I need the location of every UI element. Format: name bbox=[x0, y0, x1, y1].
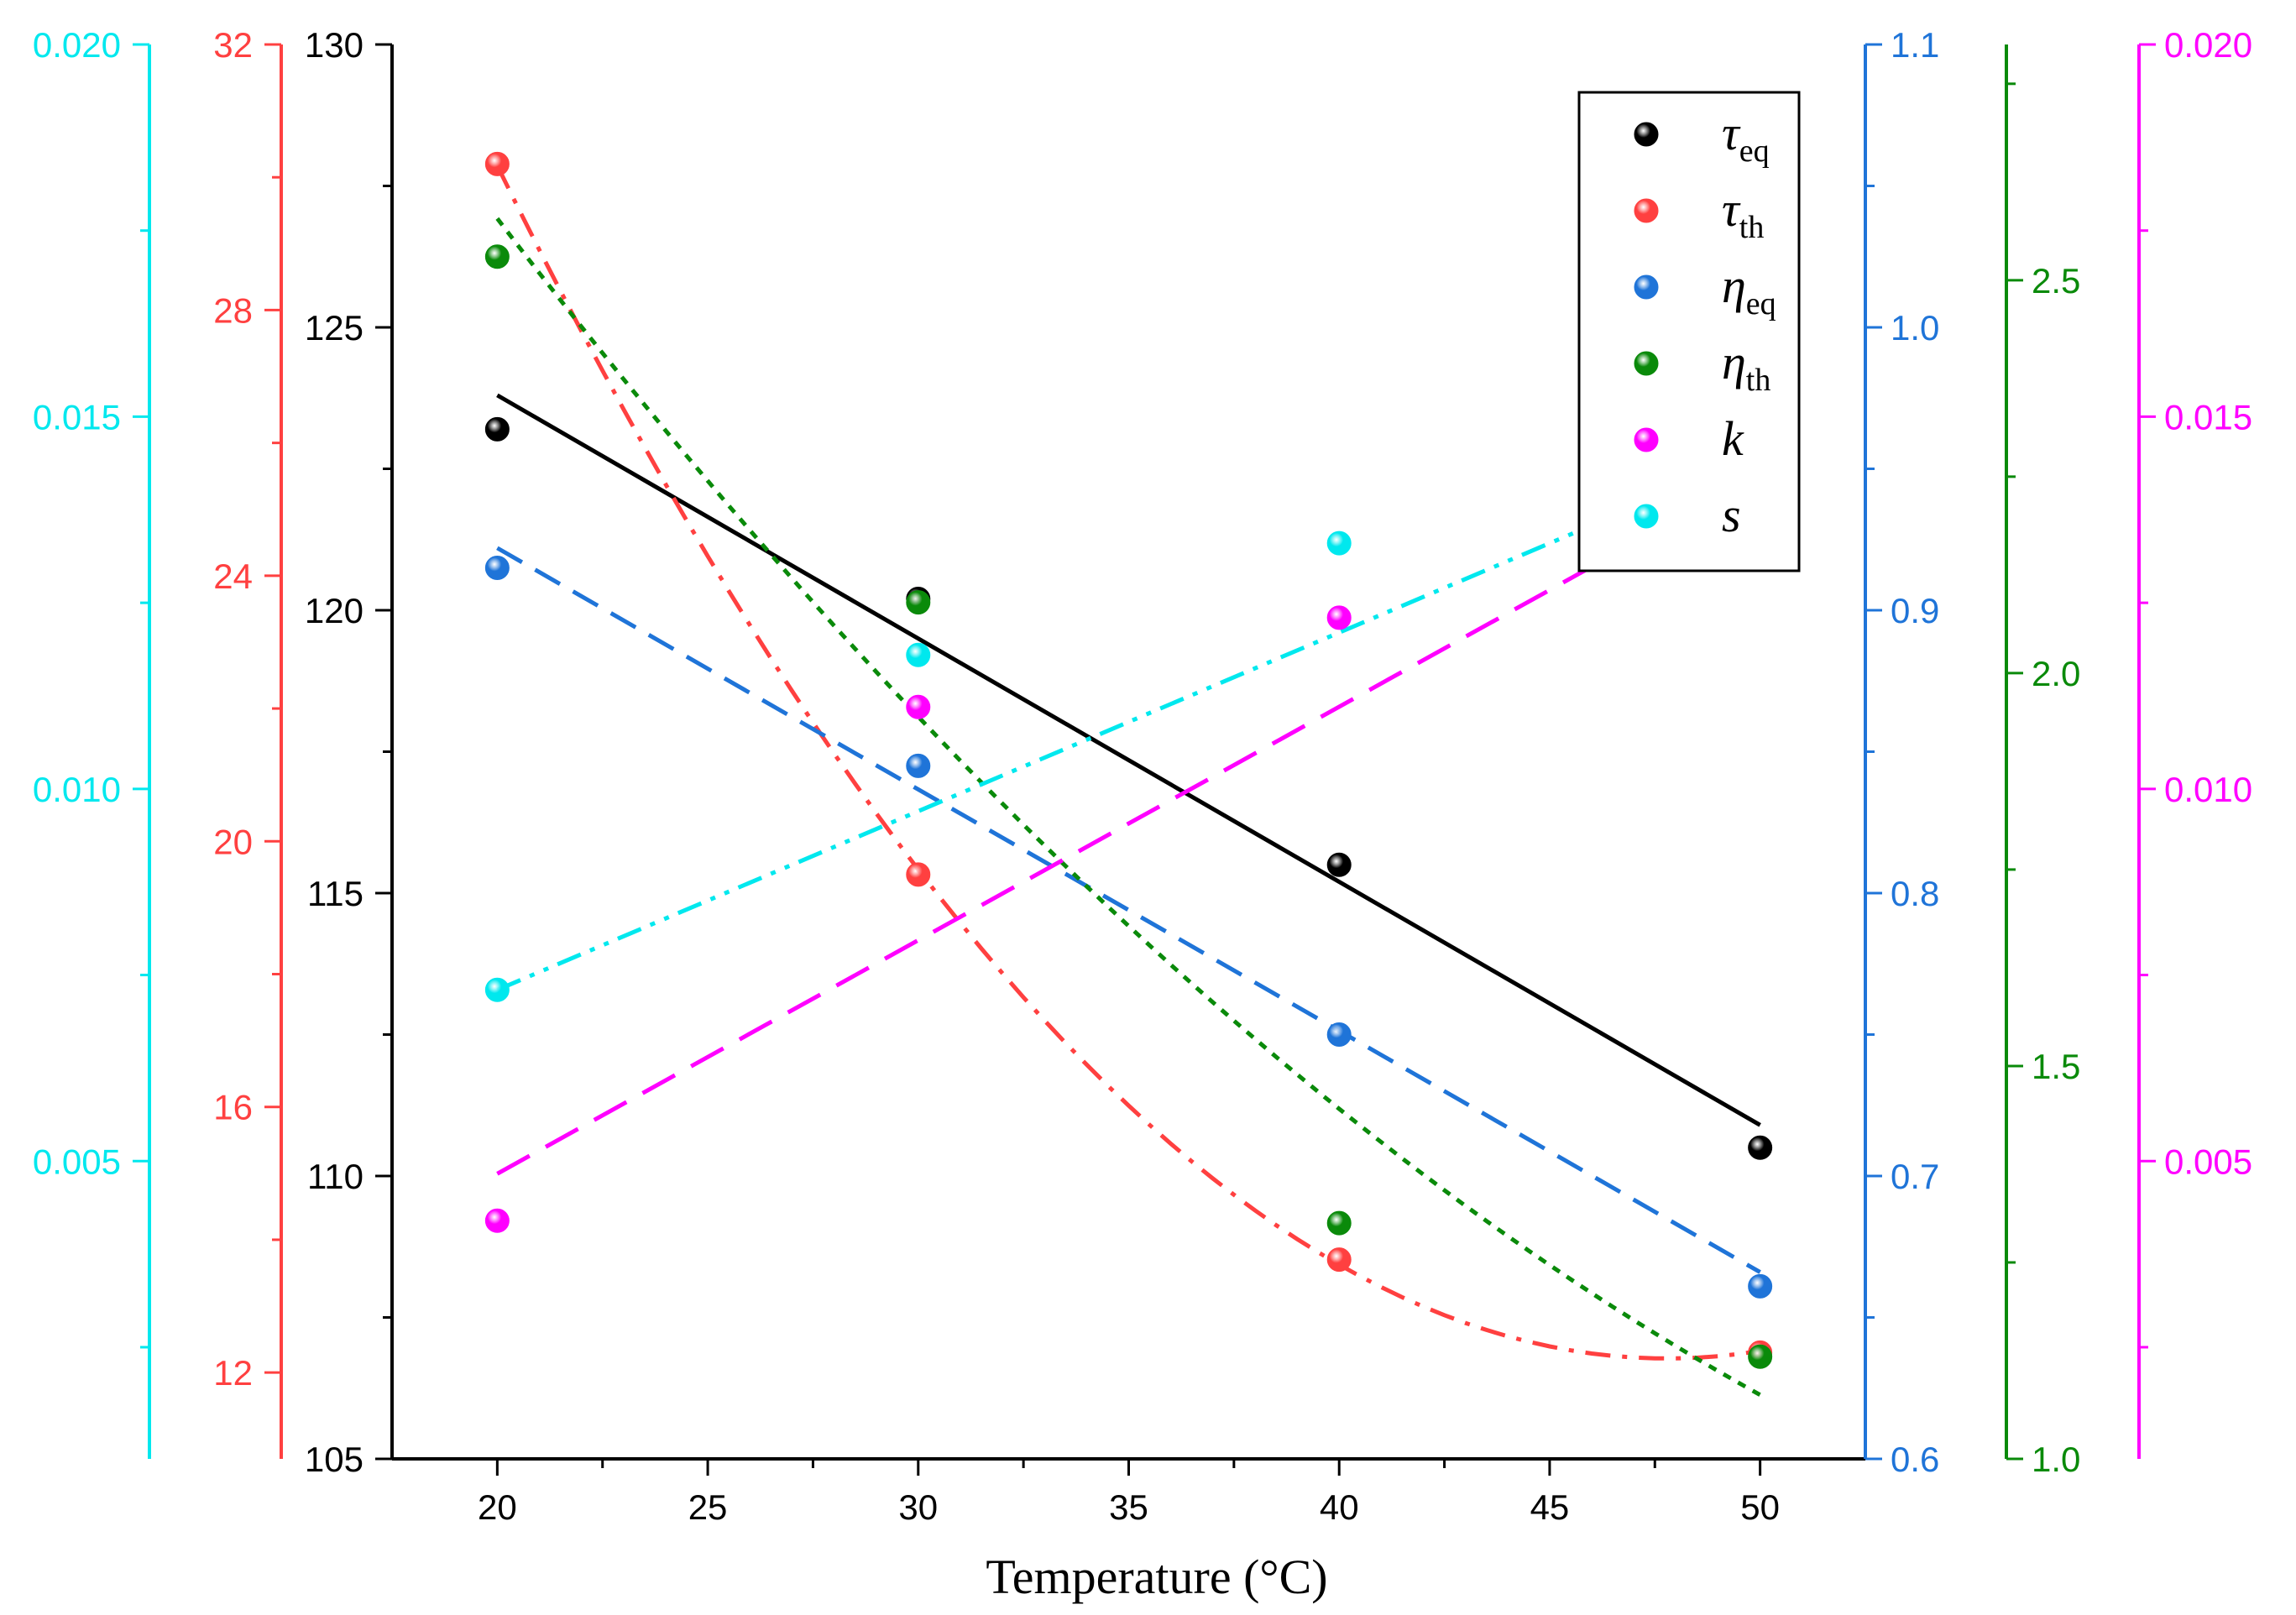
series-η-eq-point bbox=[1326, 1022, 1352, 1047]
legend-marker bbox=[1634, 274, 1659, 300]
right-green-tick-label: 1.0 bbox=[2032, 1440, 2080, 1479]
series-η-eq-point bbox=[906, 753, 931, 778]
series-k-fit-line bbox=[496, 471, 1761, 1176]
legend-label: τth bbox=[1722, 182, 1764, 245]
right-blue-tick-label: 1.0 bbox=[1891, 308, 1939, 348]
series-τ-eq-point bbox=[1326, 852, 1352, 877]
legend-subscript: eq bbox=[1746, 286, 1776, 321]
legend-label: ηeq bbox=[1722, 259, 1776, 321]
series-τ-th-fit-line bbox=[495, 165, 1760, 1361]
series-τ-th-point bbox=[906, 862, 931, 887]
right-magenta-tick-label: 0.020 bbox=[2164, 25, 2252, 65]
series-η-th-point bbox=[484, 244, 510, 269]
legend-subscript: th bbox=[1739, 210, 1765, 245]
x-tick-label: 50 bbox=[1740, 1487, 1780, 1527]
legend-symbol: s bbox=[1722, 488, 1741, 542]
legend-label: τeq bbox=[1722, 106, 1770, 169]
legend-label: s bbox=[1722, 488, 1741, 542]
legend-symbol: τ bbox=[1722, 182, 1741, 237]
series-τ-eq-point bbox=[1748, 1135, 1773, 1160]
series-η-th-point bbox=[1326, 1210, 1352, 1236]
right-green-tick-label: 2.5 bbox=[2032, 261, 2080, 301]
legend-box bbox=[1577, 91, 1801, 572]
legend-marker bbox=[1634, 351, 1659, 376]
series-η-th-fit-line bbox=[495, 217, 1761, 1397]
right-green-tick-label: 2.0 bbox=[2032, 654, 2080, 693]
left-red-tick-label: 24 bbox=[213, 557, 253, 596]
right-blue-tick-label: 0.7 bbox=[1891, 1157, 1939, 1196]
series-η-eq-fit-line bbox=[496, 546, 1761, 1274]
legend-marker bbox=[1634, 122, 1659, 147]
series-η-eq-point bbox=[484, 555, 510, 580]
x-axis-title: Temperature (°C) bbox=[986, 1550, 1327, 1604]
x-tick-label: 45 bbox=[1530, 1487, 1570, 1527]
series-s-point bbox=[484, 977, 510, 1002]
fit-lines bbox=[495, 165, 1761, 1397]
legend-marker bbox=[1634, 427, 1659, 452]
legend-symbol: η bbox=[1722, 335, 1746, 389]
right-blue-tick-label: 0.8 bbox=[1891, 874, 1939, 913]
left-main-tick-label: 120 bbox=[305, 591, 363, 630]
right-blue-tick-label: 1.1 bbox=[1891, 25, 1939, 65]
legend-subscript: eq bbox=[1739, 133, 1770, 169]
left-red-tick-label: 20 bbox=[213, 822, 253, 861]
series-η-eq-point bbox=[1748, 1273, 1773, 1299]
left-cyan-tick-label: 0.020 bbox=[33, 25, 121, 65]
axes-layer: 20 25 30 35 40 45 50 105 110 115 120 125 130 12 16 20 24… bbox=[33, 25, 2252, 1527]
series-τ-eq-fit-line bbox=[496, 393, 1761, 1127]
right-green-tick-label: 1.5 bbox=[2032, 1047, 2080, 1086]
series-τ-th-point bbox=[484, 151, 510, 176]
series-s-point bbox=[1326, 530, 1352, 556]
series-τ-eq-point bbox=[484, 416, 510, 442]
left-cyan-tick-label: 0.015 bbox=[33, 397, 121, 436]
x-tick-label: 20 bbox=[478, 1487, 517, 1527]
legend-symbol: η bbox=[1722, 259, 1746, 313]
left-red-tick-label: 32 bbox=[213, 25, 253, 65]
legend-symbol: τ bbox=[1722, 106, 1741, 160]
left-main-tick-label: 130 bbox=[305, 25, 363, 65]
legend-marker bbox=[1634, 504, 1659, 529]
x-tick-label: 35 bbox=[1109, 1487, 1148, 1527]
series-s-fit-line bbox=[496, 452, 1761, 992]
series-k-point bbox=[906, 694, 931, 719]
left-main-tick-label: 110 bbox=[307, 1157, 363, 1196]
legend-label: k bbox=[1722, 411, 1744, 466]
right-magenta-tick-label: 0.010 bbox=[2164, 770, 2252, 809]
x-tick-label: 25 bbox=[688, 1487, 728, 1527]
series-η-th-point bbox=[906, 590, 931, 615]
legend-marker bbox=[1634, 198, 1659, 223]
left-main-tick-label: 115 bbox=[307, 874, 363, 913]
series-η-th-point bbox=[1748, 1344, 1773, 1369]
right-magenta-tick-label: 0.015 bbox=[2164, 397, 2252, 436]
series-k-point bbox=[484, 1208, 510, 1233]
left-red-tick-label: 16 bbox=[213, 1088, 253, 1127]
right-blue-tick-label: 0.9 bbox=[1891, 591, 1939, 630]
right-blue-tick-label: 0.6 bbox=[1891, 1440, 1939, 1479]
left-main-tick-label: 125 bbox=[305, 308, 363, 348]
right-magenta-tick-label: 0.005 bbox=[2164, 1142, 2252, 1181]
legend-symbol: k bbox=[1722, 411, 1744, 466]
series-τ-th-point bbox=[1326, 1247, 1352, 1273]
left-red-tick-label: 28 bbox=[213, 290, 253, 330]
left-cyan-tick-label: 0.010 bbox=[33, 770, 121, 809]
series-k-point bbox=[1326, 605, 1352, 630]
left-cyan-tick-label: 0.005 bbox=[33, 1142, 121, 1181]
left-main-tick-label: 105 bbox=[305, 1440, 363, 1479]
x-tick-label: 40 bbox=[1320, 1487, 1359, 1527]
series-s-point bbox=[906, 642, 931, 667]
left-red-tick-label: 12 bbox=[213, 1353, 253, 1393]
legend-label: ηth bbox=[1722, 335, 1770, 398]
x-tick-label: 30 bbox=[898, 1487, 938, 1527]
legend-subscript: th bbox=[1746, 363, 1771, 398]
